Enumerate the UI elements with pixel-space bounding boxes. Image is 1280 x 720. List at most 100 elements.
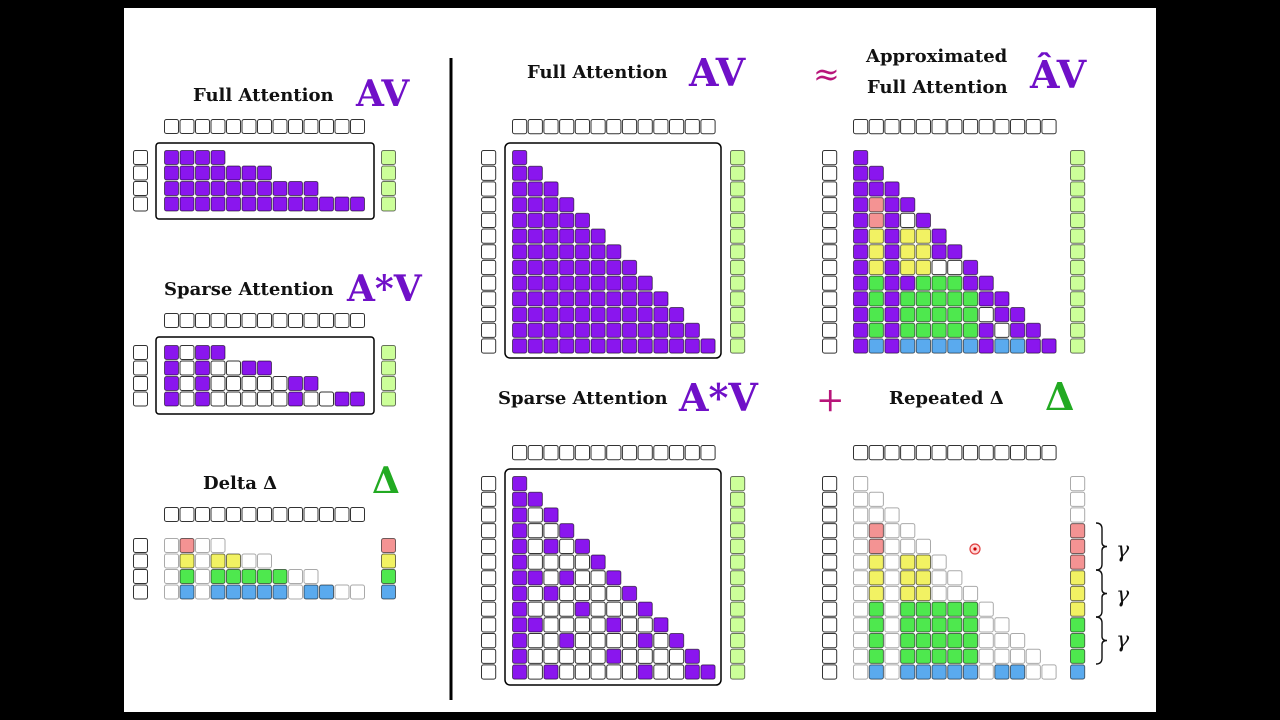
attention-cell [288, 376, 303, 391]
repeated-delta-empty-cell [868, 491, 884, 507]
sparse-attention-cell [606, 617, 622, 633]
query-vector-cell [481, 507, 497, 523]
output-cell [730, 617, 746, 633]
attention-cell [606, 322, 622, 338]
repeated-delta-output-cell [1070, 617, 1086, 633]
key-vector-cell [1010, 445, 1026, 461]
output-cell [1070, 181, 1086, 197]
delta-cell [226, 584, 241, 600]
sparse-attention-cell [574, 554, 590, 570]
attention-cell [653, 322, 669, 338]
repeated-delta-cell [931, 601, 947, 617]
approximated-attention-cell [931, 307, 947, 323]
gamma-brace [1095, 616, 1108, 665]
sparse-attention-cell [527, 554, 543, 570]
sparse-attention-cell [684, 664, 700, 680]
sparse-attention-cell [669, 633, 685, 649]
query-vector-cell [133, 345, 148, 360]
repeated-delta-empty-cell [978, 648, 994, 664]
sparse-attention-cell [574, 648, 590, 664]
query-vector-cell [822, 275, 838, 291]
query-vector-cell [822, 259, 838, 276]
key-vector-cell [319, 313, 334, 328]
sparse-attention-cell [653, 648, 669, 664]
attention-cell [241, 165, 257, 181]
delta-empty-cell [257, 553, 272, 569]
sparse-attention-cell [527, 664, 543, 680]
output-cell [730, 633, 746, 649]
approximated-attention-cell [915, 228, 931, 244]
attention-cell [559, 322, 575, 338]
approximated-attention-cell [931, 244, 947, 260]
key-vector-cell [226, 507, 241, 522]
sparse-attention-cell [574, 617, 590, 633]
query-vector-cell [133, 538, 148, 553]
key-vector-cell [527, 445, 543, 461]
query-vector-cell [481, 181, 497, 197]
repeated-delta-empty-cell [884, 538, 900, 554]
repeated-delta-empty-cell [853, 601, 869, 617]
repeated-delta-empty-cell [962, 585, 979, 602]
repeated-delta-cell [1010, 664, 1026, 680]
attention-cell [606, 275, 622, 291]
approximated-attention-cell [900, 291, 916, 307]
output-cell [730, 585, 746, 602]
key-vector-cell [853, 119, 869, 135]
query-vector-cell [822, 322, 838, 338]
repeated-delta-empty-cell [868, 507, 884, 523]
query-vector-cell [822, 523, 838, 539]
key-vector-cell [900, 119, 916, 135]
repeated-delta-cell [868, 633, 884, 649]
approximated-attention-cell [900, 338, 916, 354]
attention-cell [288, 391, 303, 407]
key-vector-cell [590, 445, 606, 461]
key-vector-cell [334, 507, 350, 522]
delta-cell [241, 569, 257, 584]
repeated-delta-cell [900, 633, 916, 649]
approximated-attention-cell [994, 338, 1010, 354]
sparse-attention-cell [559, 633, 575, 649]
sparse-attention-cell [606, 585, 622, 602]
attention-cell [350, 196, 365, 212]
attention-cell [195, 376, 210, 391]
repeated-delta-output-cell [1070, 554, 1086, 570]
approximated-attention-cell [962, 322, 979, 338]
output-cell [730, 181, 746, 197]
key-vector-cell [257, 313, 272, 328]
attention-cell [512, 307, 528, 323]
output-cell [730, 664, 746, 680]
repeated-delta-output-empty-cell [1070, 491, 1086, 507]
attention-cell [559, 212, 575, 229]
sparse-attention-cell [512, 570, 528, 586]
key-vector-cell [574, 119, 590, 135]
repeated-delta-cell [947, 617, 963, 633]
attention-cell [210, 181, 226, 196]
key-vector-cell [669, 445, 685, 461]
approximated-attention-cell [931, 275, 947, 291]
approximated-attention-cell [978, 322, 994, 338]
approximated-attention-cell [868, 259, 884, 276]
sparse-attention-cell [559, 570, 575, 586]
approximated-attention-cell [947, 291, 963, 307]
repeated-delta-cell [931, 648, 947, 664]
delta-empty-cell [195, 584, 210, 600]
gamma-label-3: γ [1116, 628, 1130, 653]
key-vector-cell [350, 119, 365, 134]
key-vector-cell [512, 445, 528, 461]
approximated-attention-cell [884, 181, 900, 197]
repeated-delta-empty-cell [978, 601, 994, 617]
key-vector-cell [637, 445, 653, 461]
repeated-delta-cell [868, 648, 884, 664]
query-vector-cell [481, 322, 497, 338]
attention-cell [303, 196, 319, 212]
output-cell [730, 291, 746, 307]
attention-cell [257, 196, 272, 212]
repeated-delta-empty-cell [931, 585, 947, 602]
repeated-delta-empty-cell [900, 523, 916, 539]
approximated-attention-cell [900, 197, 916, 213]
sparse-attention-cell [527, 538, 543, 554]
repeated-delta-empty-cell [1025, 648, 1041, 664]
approximated-attention-cell [868, 228, 884, 244]
approximated-attention-cell [853, 244, 869, 260]
query-vector-cell [481, 648, 497, 664]
